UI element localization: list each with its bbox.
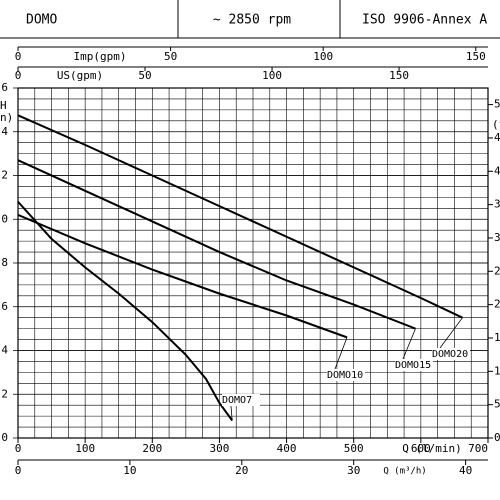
x2-tick-label: 30: [347, 464, 360, 477]
curve-label: DOMO15: [395, 360, 431, 371]
x3-tick-label: 0: [15, 50, 22, 63]
y2-tick-label: 45: [494, 131, 500, 144]
y-tick-label: 6: [1, 81, 8, 94]
label-bg: [327, 369, 365, 381]
x4-tick-label: 100: [262, 69, 282, 82]
y-tick-label: 0: [1, 212, 8, 225]
x2-tick-label: 0: [15, 464, 22, 477]
y-tick-label: 6: [1, 300, 8, 313]
x4-tick-label: 150: [389, 69, 409, 82]
x-tick-label: 600: [411, 442, 431, 455]
model: DOMO: [26, 13, 57, 28]
label-leader: [402, 328, 416, 360]
label-leader: [439, 317, 463, 349]
x4-axis-label: US(gpm): [57, 69, 103, 82]
y2-tick-label: 25: [494, 264, 500, 277]
x-tick-label: 0: [15, 442, 22, 455]
y-axis-unit: n): [0, 111, 13, 124]
curve-label: DOMO20: [432, 349, 468, 360]
curve-label: DOMO7: [222, 395, 252, 406]
y-axis-label: H: [0, 99, 7, 112]
x2-tick-label: 40: [459, 464, 472, 477]
x2-axis-label: Q (m³/h): [383, 467, 426, 477]
x-tick-label: 300: [209, 442, 229, 455]
x-tick-label: 100: [75, 442, 95, 455]
curve: [17, 201, 233, 422]
y-tick-label: 2: [1, 169, 8, 182]
y2-tick-label: 20: [494, 298, 500, 311]
label-bg: [395, 359, 433, 371]
y2-axis-label: (f: [492, 118, 500, 131]
y-tick-label: 4: [1, 125, 8, 138]
label-leader: [334, 337, 348, 370]
y2-tick-label: 40: [494, 164, 500, 177]
y2-tick-label: 5: [494, 398, 500, 411]
x3-axis-label: Imp(gpm): [74, 50, 127, 63]
y2-tick-label: 10: [494, 364, 500, 377]
y2-tick-label: 30: [494, 231, 500, 244]
curve: [17, 159, 416, 330]
y2-tick-label: 5: [494, 98, 500, 111]
y-tick-label: 0: [1, 431, 8, 444]
x3-tick-label: 150: [466, 50, 486, 63]
y2-tick-label: 35: [494, 198, 500, 211]
curve: [17, 114, 463, 319]
label-bg: [222, 394, 260, 406]
x-tick-label: 200: [142, 442, 162, 455]
y2-tick-label: 15: [494, 331, 500, 344]
y-tick-label: 2: [1, 387, 8, 400]
y-tick-label: 4: [1, 344, 8, 357]
x-tick-label: 400: [277, 442, 297, 455]
x3-tick-label: 100: [313, 50, 333, 63]
x3-tick-label: 50: [164, 50, 177, 63]
y-tick-label: 8: [1, 256, 8, 269]
x2-tick-label: 10: [123, 464, 136, 477]
x2-tick-label: 20: [235, 464, 248, 477]
curve-label: DOMO10: [327, 370, 363, 381]
x4-tick-label: 0: [15, 69, 22, 82]
standard: ISO 9906-Annex A: [362, 13, 487, 28]
x-tick-label: 500: [344, 442, 364, 455]
y2-tick-label: 0: [494, 431, 500, 444]
x-axis-label: Q (l/min): [402, 442, 462, 455]
x-tick-label: 700: [468, 442, 488, 455]
x4-tick-label: 50: [138, 69, 151, 82]
speed: ~ 2850 rpm: [213, 13, 291, 28]
label-bg: [432, 348, 470, 360]
curve: [17, 213, 348, 339]
